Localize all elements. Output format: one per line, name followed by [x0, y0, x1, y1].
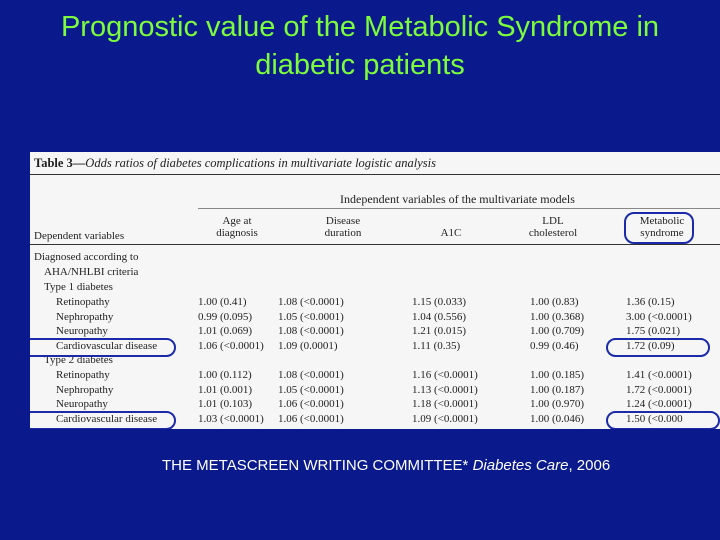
- highlight-cvd-type1-value: [606, 338, 710, 357]
- type1-row-2-cell-0: 1.01 (0.069): [198, 325, 253, 338]
- type2-row-0-cell-4: 1.41 (<0.0001): [626, 369, 692, 381]
- type2-row-0-label: Retinopathy: [56, 369, 110, 381]
- type1-row-2-cell-3: 1.00 (0.709): [530, 325, 585, 338]
- type2-row-1-cell-3: 1.00 (0.187): [530, 383, 585, 396]
- type1-row-3-cell-0: 1.06 (<0.0001): [198, 339, 264, 352]
- type2-row-2-cell-4: 1.24 (<0.0001): [626, 398, 692, 411]
- type2-row-0-cell-0: 1.00 (0.112): [198, 369, 252, 381]
- col-header-metabolic: Metabolic syndrome: [639, 215, 685, 239]
- type2-row-2-cell-2: 1.18 (<0.0001): [412, 398, 478, 411]
- type2-row-3-cell-1: 1.06 (<0.0001): [278, 412, 344, 425]
- type2-row-0-cell-3: 1.00 (0.185): [530, 369, 585, 381]
- type1-row-3-cell-2: 1.11 (0.35): [412, 339, 461, 352]
- type2-row-3-label: Cardiovascular disease: [56, 412, 158, 425]
- col-header-duration: Disease duration: [324, 215, 362, 239]
- type2-row-2-label: Neuropathy: [56, 398, 108, 411]
- slide-title: Prognostic value of the Metabolic Syndro…: [60, 11, 660, 81]
- type1-row-0-cell-3: 1.00 (0.83): [530, 296, 579, 308]
- type1-row-3-cell-4: 1.72 (0.09): [626, 339, 675, 352]
- type1-row-1-cell-1: 1.05 (<0.0001): [278, 310, 344, 323]
- table-group-header: Independent variables of the multivariat…: [340, 192, 575, 206]
- highlight-cvd-type2-label: [30, 411, 176, 429]
- type2-row-3-cell-3: 1.00 (0.046): [530, 412, 585, 425]
- type1-row-3-cell-3: 0.99 (0.46): [530, 339, 579, 352]
- type1-row-1-cell-3: 1.00 (0.368): [530, 310, 585, 323]
- section-label-line-1: Diagnosed according to: [34, 251, 139, 263]
- type2-row-0-cell-2: 1.16 (<0.0001): [412, 369, 478, 381]
- type1-row-2-label: Neuropathy: [56, 325, 108, 338]
- type2-row-2-cell-0: 1.01 (0.103): [198, 398, 253, 411]
- type2-row-1-cell-4: 1.72 (<0.0001): [626, 383, 692, 396]
- type1-row-1-cell-0: 0.99 (0.095): [198, 310, 253, 323]
- highlight-cvd-type1-label: [30, 338, 176, 357]
- type2-row-1-cell-0: 1.01 (0.001): [198, 383, 253, 396]
- table-caption: Table 3—Odds ratios of diabetes complica…: [34, 156, 436, 170]
- type1-row-2-cell-4: 1.75 (0.021): [626, 325, 681, 338]
- type2-row-3-cell-2: 1.09 (<0.0001): [412, 412, 478, 425]
- section-label-line-2: AHA/NHLBI criteria: [44, 266, 139, 278]
- type1-row-1-cell-4: 3.00 (<0.0001): [626, 310, 692, 323]
- type1-row-0-cell-1: 1.08 (<0.0001): [278, 296, 344, 308]
- col-header-age: Age at diagnosis: [216, 215, 258, 239]
- citation: THE METASCREEN WRITING COMMITTEE* Diabet…: [162, 457, 611, 474]
- type1-row-3-cell-1: 1.09 (0.0001): [278, 339, 338, 352]
- type1-row-2-cell-1: 1.08 (<0.0001): [278, 325, 344, 338]
- type2-row-1-label: Nephropathy: [56, 383, 114, 396]
- type2-row-0-cell-1: 1.08 (<0.0001): [278, 369, 344, 381]
- type2-row-2-cell-1: 1.06 (<0.0001): [278, 398, 344, 411]
- table-top-rule: [30, 174, 720, 175]
- col-header-a1c: A1C: [440, 227, 462, 239]
- type2-row-1-cell-2: 1.13 (<0.0001): [412, 383, 478, 396]
- type2-group-label: Type 2 diabetes: [44, 354, 113, 366]
- type2-row-2-cell-3: 1.00 (0.970): [530, 398, 585, 411]
- header-bottom-rule: [30, 244, 720, 245]
- type1-row-1-cell-2: 1.04 (0.556): [412, 310, 467, 323]
- col-header-ldl: LDL cholesterol: [528, 215, 578, 239]
- type2-row-3-cell-4: 1.50 (<0.000: [626, 412, 683, 425]
- type1-row-0-cell-2: 1.15 (0.033): [412, 296, 467, 308]
- type2-row-1-cell-1: 1.05 (<0.0001): [278, 383, 344, 396]
- type1-row-3-label: Cardiovascular disease: [56, 339, 158, 352]
- type1-group-label: Type 1 diabetes: [44, 281, 113, 293]
- type1-row-1-label: Nephropathy: [56, 310, 114, 323]
- odds-ratio-table: Table 3—Odds ratios of diabetes complica…: [30, 152, 720, 429]
- highlight-cvd-type2-value: [606, 411, 720, 429]
- type1-row-2-cell-2: 1.21 (0.015): [412, 325, 467, 338]
- highlight-metabolic-header: [624, 212, 694, 244]
- type1-row-0-cell-4: 1.36 (0.15): [626, 296, 675, 308]
- dependent-variables-header: Dependent variables: [34, 230, 125, 242]
- type1-row-0-label: Retinopathy: [56, 296, 110, 308]
- type1-row-0-cell-0: 1.00 (0.41): [198, 296, 247, 308]
- group-header-rule: [198, 208, 720, 209]
- type2-row-3-cell-0: 1.03 (<0.0001): [198, 412, 264, 425]
